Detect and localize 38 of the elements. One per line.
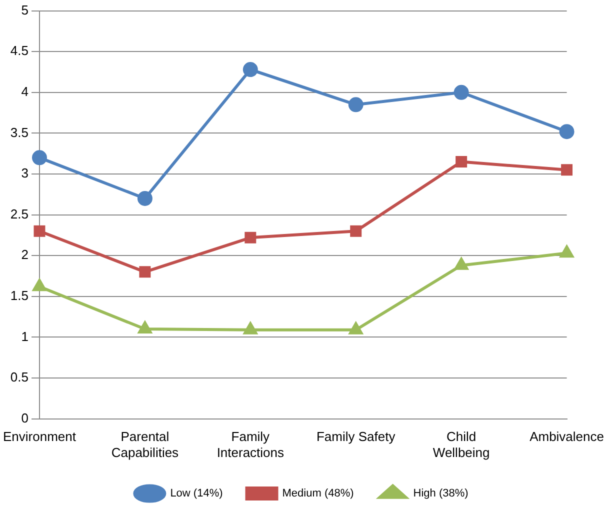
point — [350, 225, 362, 237]
y-tick-label: 1.5 — [10, 288, 28, 303]
x-tick-label: Family Interactions — [216, 429, 285, 460]
point — [244, 232, 256, 244]
point — [349, 322, 363, 334]
legend-label: High (38%) — [413, 488, 468, 500]
y-tick-label: 0.5 — [10, 370, 28, 385]
point — [454, 258, 468, 270]
y-tick-label: 0 — [21, 410, 28, 426]
y-tick-label: 4.5 — [10, 43, 28, 58]
point — [139, 266, 151, 278]
point — [242, 62, 258, 78]
point — [456, 156, 468, 168]
legend-label: Medium (48%) — [282, 488, 354, 500]
point — [559, 124, 574, 140]
point — [138, 322, 152, 334]
x-tick-label: Child Wellbeing — [432, 429, 490, 460]
y-tick-label: 5 — [21, 2, 28, 18]
point — [32, 279, 46, 292]
point — [32, 150, 47, 166]
y-tick-label: 2 — [21, 247, 28, 262]
x-tick-label: Ambivalence — [530, 429, 604, 444]
y-tick-label: 3.5 — [10, 124, 28, 140]
y-tick-label: 4 — [21, 84, 28, 99]
y-tick-label: 3 — [21, 166, 28, 181]
point — [560, 246, 574, 258]
point — [34, 225, 46, 237]
x-tick-label: Parental Capabilities — [111, 429, 180, 460]
y-tick-label: 2.5 — [10, 206, 28, 222]
point — [561, 164, 573, 176]
x-tick-label: Environment — [2, 429, 76, 444]
y-tick-label: 1 — [21, 328, 28, 344]
point — [244, 322, 258, 334]
point — [348, 97, 364, 112]
point — [137, 190, 152, 206]
legend-label: Low (14%) — [170, 488, 223, 500]
x-tick-label: Family Safety — [316, 429, 396, 444]
point — [454, 84, 469, 100]
